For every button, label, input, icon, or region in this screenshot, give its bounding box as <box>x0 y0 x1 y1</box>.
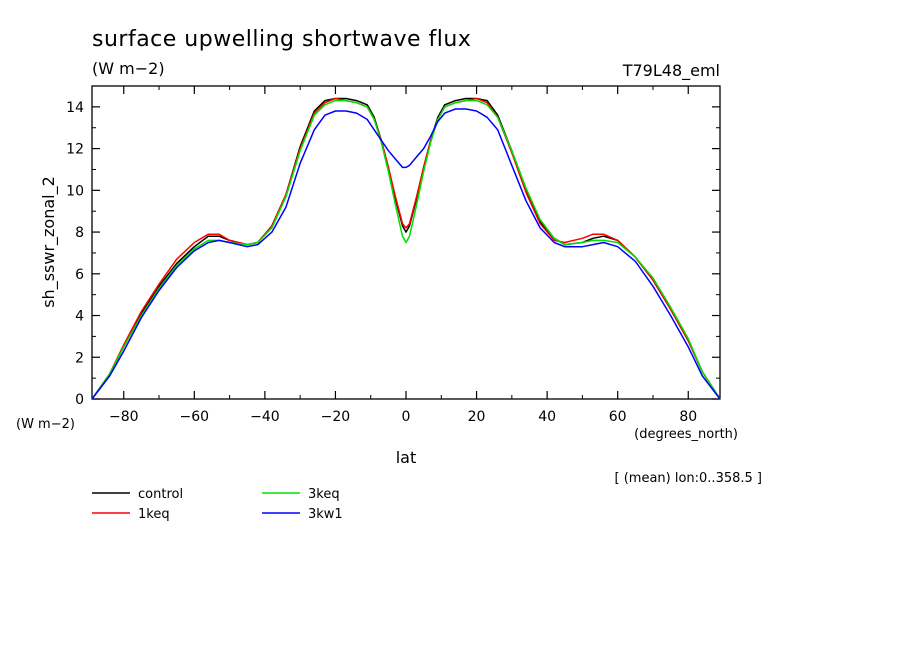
legend-label: 3keq <box>308 487 340 502</box>
x-tick-label: −60 <box>180 409 210 425</box>
x-tick-label: −40 <box>250 409 280 425</box>
legend-label: 1keq <box>138 507 170 522</box>
x-tick-label: 20 <box>468 409 486 425</box>
x-tick-label: 40 <box>538 409 556 425</box>
chart-units: (W m−2) <box>92 59 165 78</box>
x-tick-label: 60 <box>609 409 627 425</box>
x-tick-label: 80 <box>679 409 697 425</box>
legend: control 1keq 3keq 3kw1 <box>92 487 343 522</box>
y-tick-label: 14 <box>66 100 84 116</box>
x-tick-label: 0 <box>402 409 411 425</box>
series-lines <box>91 97 721 400</box>
x-axis-units: (degrees_north) <box>634 427 738 442</box>
y-tick-label: 8 <box>75 225 84 241</box>
y-tick-label: 6 <box>75 267 84 283</box>
legend-label: 3kw1 <box>308 507 343 522</box>
series-line-1keq <box>91 97 721 400</box>
y-tick-label: 4 <box>75 309 84 325</box>
x-tick-label: −80 <box>109 409 139 425</box>
chart-title: surface upwelling shortwave flux <box>92 27 471 52</box>
x-axis-label: lat <box>396 448 417 467</box>
y-axis-label: sh_sswr_zonal_2 <box>39 176 59 308</box>
y-tick-label: 0 <box>75 392 84 408</box>
y-axis-units: (W m−2) <box>16 417 75 432</box>
y-tick-label: 2 <box>75 350 84 366</box>
footnote: [ (mean) lon:0..358.5 ] <box>615 471 763 486</box>
y-tick-label: 10 <box>66 183 84 199</box>
plot-area: −80 −60 −40 −20 0 20 40 60 80 0 2 4 6 8 10 12 14 <box>66 85 721 425</box>
chart-tag: T79L48_eml <box>622 61 720 81</box>
y-tick-label: 12 <box>66 142 84 158</box>
x-tick-label: −20 <box>321 409 351 425</box>
legend-label: control <box>138 487 183 502</box>
axis-ticks: −80 −60 −40 −20 0 20 40 60 80 0 2 4 6 8 10 12 14 <box>66 85 720 425</box>
series-line-3kw1 <box>91 108 721 400</box>
